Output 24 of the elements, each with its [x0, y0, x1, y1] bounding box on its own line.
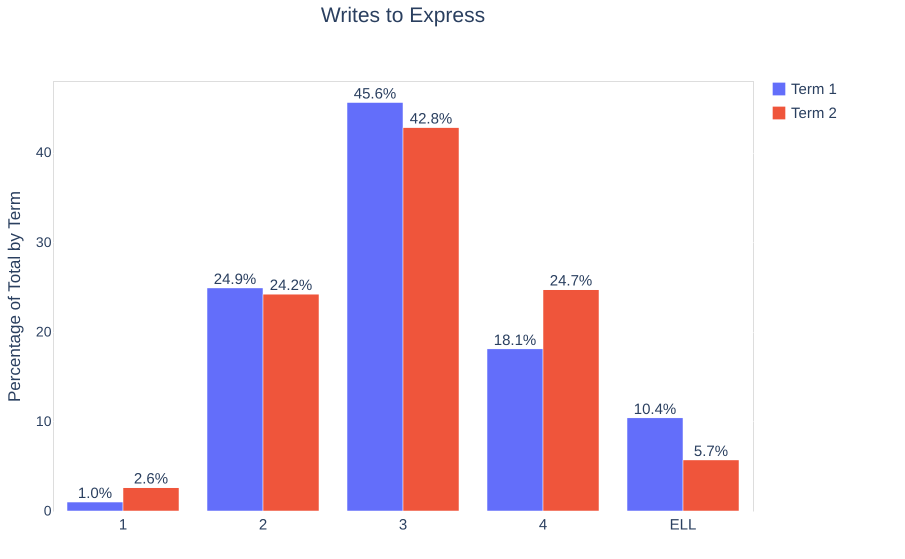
y-tick-label: 10 — [36, 412, 52, 429]
y-tick-label: 40 — [36, 144, 52, 160]
x-tick-label: ELL — [670, 516, 696, 534]
x-tick-label: 2 — [258, 516, 268, 534]
data-label: 10.4% — [634, 400, 676, 418]
legend-label: Term 1 — [791, 81, 837, 98]
y-tick-label: 0 — [44, 502, 52, 518]
y-tick-label: 20 — [36, 323, 52, 340]
data-label: 24.2% — [270, 277, 312, 294]
data-label: 24.9% — [214, 270, 256, 288]
chart-title: Writes to Express — [320, 4, 486, 27]
y-tick-label: 30 — [36, 234, 52, 250]
data-label: 2.6% — [134, 470, 168, 488]
data-label: 45.6% — [354, 86, 396, 102]
data-label: 5.7% — [694, 442, 728, 460]
data-label: 1.0% — [78, 485, 112, 502]
data-label: 24.7% — [550, 272, 592, 290]
x-tick-label: 1 — [118, 516, 128, 534]
x-tick-label: 3 — [398, 516, 408, 534]
y-axis-title: Percentage of Total by Term — [4, 190, 24, 402]
data-label: 18.1% — [494, 332, 536, 349]
x-tick-label: 4 — [538, 516, 548, 534]
legend-label: Term 2 — [791, 105, 837, 122]
data-label: 42.8% — [410, 110, 452, 128]
